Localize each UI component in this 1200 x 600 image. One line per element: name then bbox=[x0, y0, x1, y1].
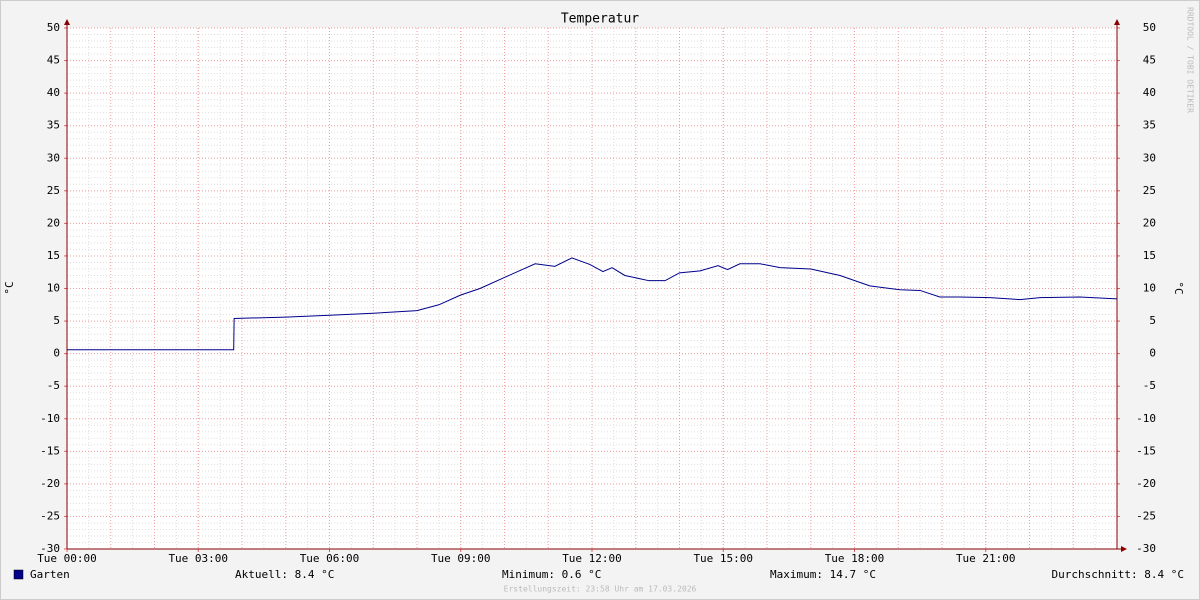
footer: Erstellungszeit: 23:58 Uhr am 17.03.2026 bbox=[504, 585, 697, 594]
y-tick-label: 0 bbox=[53, 347, 60, 360]
x-tick-label: Tue 21:00 bbox=[956, 552, 1016, 565]
y-tick-label: 40 bbox=[47, 86, 60, 99]
y-axis-label: °C bbox=[3, 281, 16, 294]
y2-tick-label: 0 bbox=[1149, 347, 1156, 360]
y-tick-label: -25 bbox=[40, 509, 60, 522]
y-tick-label: -10 bbox=[40, 412, 60, 425]
y-tick-label: -15 bbox=[40, 444, 60, 457]
y-tick-label: -30 bbox=[40, 542, 60, 555]
legend-stat: Durchschnitt: 8.4 °C bbox=[1052, 568, 1184, 581]
y2-tick-label: 25 bbox=[1143, 184, 1156, 197]
y2-tick-label: 50 bbox=[1143, 21, 1156, 34]
y-tick-label: 50 bbox=[47, 21, 60, 34]
y-tick-label: 35 bbox=[47, 119, 60, 132]
legend-swatch bbox=[13, 569, 24, 580]
y-tick-label: 5 bbox=[53, 314, 60, 327]
y2-tick-label: -5 bbox=[1143, 379, 1156, 392]
y-tick-label: -5 bbox=[47, 379, 60, 392]
legend-stat: Maximum: 14.7 °C bbox=[770, 568, 876, 581]
x-tick-label: Tue 12:00 bbox=[562, 552, 622, 565]
y2-tick-label: -15 bbox=[1136, 444, 1156, 457]
y2-tick-label: 15 bbox=[1143, 249, 1156, 262]
y-tick-label: 30 bbox=[47, 151, 60, 164]
y-tick-label: 15 bbox=[47, 249, 60, 262]
x-tick-label: Tue 00:00 bbox=[37, 552, 97, 565]
axis-arrow bbox=[64, 19, 70, 25]
y-tick-label: 45 bbox=[47, 54, 60, 67]
y2-tick-label: 5 bbox=[1149, 314, 1156, 327]
y-tick-label: 10 bbox=[47, 282, 60, 295]
x-tick-label: Tue 18:00 bbox=[825, 552, 885, 565]
axis-arrow bbox=[1114, 19, 1120, 25]
y-tick-label: -20 bbox=[40, 477, 60, 490]
chart-title: Temperatur bbox=[561, 12, 639, 27]
y2-tick-label: 20 bbox=[1143, 216, 1156, 229]
y2-tick-label: 45 bbox=[1143, 54, 1156, 67]
y2-tick-label: -10 bbox=[1136, 412, 1156, 425]
y2-tick-label: 10 bbox=[1143, 282, 1156, 295]
axis-arrow bbox=[1121, 546, 1127, 552]
legend-stat: Minimum: 0.6 °C bbox=[502, 568, 601, 581]
y2-tick-label: -30 bbox=[1136, 542, 1156, 555]
y2-tick-label: 30 bbox=[1143, 151, 1156, 164]
watermark: RRDTOOL / TOBI OETIKER bbox=[1186, 7, 1195, 113]
y2-tick-label: 40 bbox=[1143, 86, 1156, 99]
y2-tick-label: -20 bbox=[1136, 477, 1156, 490]
y2-axis-label: °C bbox=[1172, 281, 1185, 294]
x-tick-label: Tue 03:00 bbox=[168, 552, 228, 565]
y2-tick-label: -25 bbox=[1136, 509, 1156, 522]
y-tick-label: 25 bbox=[47, 184, 60, 197]
x-tick-label: Tue 06:00 bbox=[300, 552, 360, 565]
x-tick-label: Tue 15:00 bbox=[693, 552, 753, 565]
y-tick-label: 20 bbox=[47, 216, 60, 229]
x-tick-label: Tue 09:00 bbox=[431, 552, 491, 565]
data-line bbox=[67, 257, 1118, 351]
y2-tick-label: 35 bbox=[1143, 119, 1156, 132]
legend-label: Garten bbox=[30, 568, 70, 581]
legend-stat: Aktuell: 8.4 °C bbox=[235, 568, 334, 581]
